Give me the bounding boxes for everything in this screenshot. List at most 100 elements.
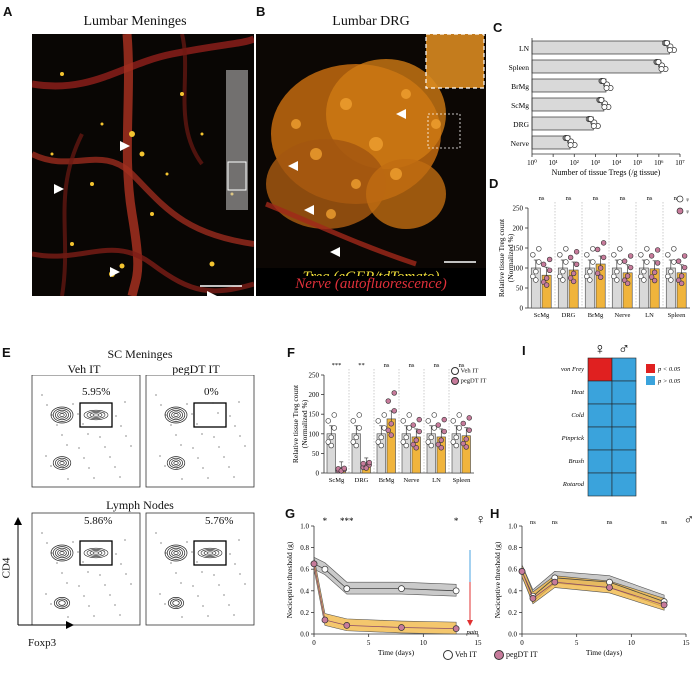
tick-label-y: 0.8 <box>508 544 517 552</box>
point <box>668 277 674 283</box>
xlabel: Time (days) <box>586 648 623 657</box>
flow-dot <box>223 594 225 596</box>
point-1 <box>321 616 329 624</box>
point <box>641 277 647 283</box>
lumbar-meninges-micrograph <box>32 34 254 296</box>
chart-i: ♀ ♂ von Frey Heat Cold Pinprick Brush Rotarod p … <box>561 341 681 497</box>
legend-veh-g: Veh IT <box>443 650 477 661</box>
panel-e-title-bottom: Lymph Nodes <box>106 498 174 512</box>
point <box>590 246 596 252</box>
tick-label-x: 0 <box>520 639 524 647</box>
tick-label-y: 0 <box>316 470 320 478</box>
flow-dot <box>186 403 188 405</box>
flow-dot <box>115 415 117 417</box>
legend-sig-swatch <box>646 364 655 373</box>
point <box>360 460 366 467</box>
point-c <box>567 142 574 148</box>
lumbar-drg-micrograph: Treg (eGFP/tdTomato) <box>256 34 486 296</box>
flow-dot <box>180 582 182 584</box>
flow-dot <box>93 477 95 479</box>
point <box>560 268 566 275</box>
point <box>350 439 356 445</box>
point <box>400 418 406 424</box>
flow-dot <box>46 404 48 406</box>
flow-dot <box>67 478 69 480</box>
heatmap-cell <box>587 357 613 382</box>
tick-label-y: 50 <box>312 450 320 458</box>
point <box>466 427 472 433</box>
point-c <box>590 123 597 129</box>
tick-label-x: 10 <box>628 639 636 647</box>
flow-contour <box>171 411 181 419</box>
heatmap-cell <box>611 449 637 474</box>
flow-contour <box>173 461 179 465</box>
sig-label: ns <box>552 519 558 526</box>
point-c <box>564 135 571 141</box>
legend-veh-marker-g <box>443 650 453 661</box>
flow-dot <box>99 436 101 438</box>
point <box>671 246 677 252</box>
tick-label-x-brmg: BrMg <box>379 477 395 484</box>
tick-label-x: 0 <box>312 639 316 647</box>
point <box>651 269 658 276</box>
point <box>416 428 422 435</box>
pain-arrowhead <box>467 620 473 626</box>
tick-label-y: 0 <box>520 305 524 313</box>
legend-veh-f: Veh IT <box>451 367 478 375</box>
tick-label-x: 5 <box>367 639 371 647</box>
point <box>614 277 620 283</box>
point <box>654 260 661 266</box>
flow-dot <box>218 584 220 586</box>
point <box>453 442 459 449</box>
point <box>391 408 397 414</box>
flow-dot <box>229 415 231 417</box>
flow-contour <box>173 551 179 555</box>
flow-dot <box>244 583 246 585</box>
point <box>353 434 359 441</box>
point-0 <box>452 587 460 595</box>
flow-dot <box>45 455 47 457</box>
xlabel-c: Number of tissue Tregs (/g tissue) <box>552 168 661 177</box>
point <box>353 442 359 449</box>
point <box>678 273 685 279</box>
flow-dot <box>207 477 209 479</box>
flow-dot <box>120 563 122 565</box>
flow-dot <box>155 532 157 534</box>
point <box>530 252 536 258</box>
tick-label-y: 0.4 <box>300 587 309 595</box>
point <box>536 246 542 252</box>
point-1 <box>343 622 351 629</box>
point <box>381 425 387 431</box>
point-1 <box>660 601 668 609</box>
point <box>403 434 409 441</box>
flow-dot <box>176 468 178 470</box>
point-0 <box>398 585 405 592</box>
flow-x-arrowhead <box>66 621 74 629</box>
flow-dot <box>196 561 198 563</box>
flow-dot <box>191 413 193 415</box>
panel-h-letter: H <box>490 506 500 521</box>
point <box>638 252 644 258</box>
point <box>381 412 387 418</box>
band-0 <box>313 556 457 597</box>
sig-label: ns <box>607 519 613 526</box>
point <box>546 267 553 273</box>
panel-e-title-top: SC Meninges <box>107 347 173 361</box>
point <box>385 427 391 433</box>
flow-dot <box>165 414 167 416</box>
flow-dot <box>62 468 64 470</box>
legend-peg-label-g: pegDT IT <box>506 650 538 659</box>
point-c <box>655 59 662 65</box>
chart-g: 0.0 0.2 0.4 0.6 0.8 1.0 0 5 10 15 Time (days) Nocic… <box>285 513 486 657</box>
sex-symbol: ♂ <box>684 513 695 528</box>
point <box>614 268 620 275</box>
tick-label-x-nerve: Nerve <box>404 477 420 484</box>
flow-dot <box>217 550 219 552</box>
flow-dot <box>130 583 132 585</box>
legend-sig-label: p < 0.05 <box>657 366 681 373</box>
heatmap-cell <box>611 403 637 428</box>
tick-label-y: 0.0 <box>508 631 517 639</box>
tick-label-x-ln: LN <box>432 477 441 484</box>
point <box>563 259 569 265</box>
flow-dot <box>176 606 178 608</box>
